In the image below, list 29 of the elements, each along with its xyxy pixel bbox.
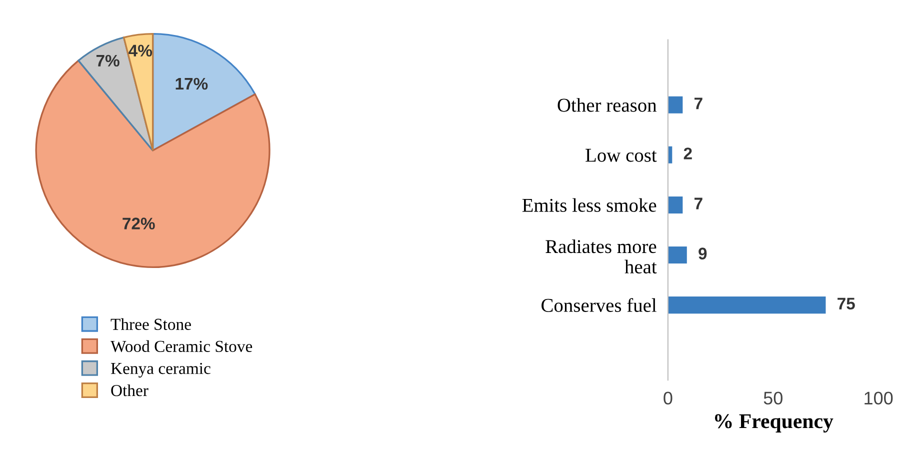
data-label: 9 xyxy=(698,248,707,260)
y-tick-label: Radiates more heat xyxy=(546,239,657,274)
bar xyxy=(668,246,687,264)
data-label: 2 xyxy=(684,148,692,160)
y-tick-label: Emits less smoke xyxy=(522,198,656,212)
data-label: 72% xyxy=(122,218,155,230)
pie-slice xyxy=(152,32,256,152)
legend-label: Kenya ceramic xyxy=(110,362,210,378)
x-tick-label: 0 xyxy=(664,392,672,404)
data-label: 7 xyxy=(694,98,702,110)
bar xyxy=(668,196,683,214)
x-tick-label: 50 xyxy=(764,392,782,404)
legend-label: Other xyxy=(111,384,148,396)
y-tick-label: Low cost xyxy=(586,148,657,162)
data-label: 75 xyxy=(838,298,855,310)
data-label: 7% xyxy=(96,54,120,67)
data-label: 17% xyxy=(176,78,208,90)
x-tick-label: 100 xyxy=(864,392,893,404)
x-axis-title: % Frequency xyxy=(714,414,834,433)
y-tick-label: Conserves fuel xyxy=(542,298,656,312)
legend-label: Three Stone xyxy=(110,318,191,330)
legend-label: Wood Ceramic Stove xyxy=(110,340,252,352)
pie-slice xyxy=(122,32,154,152)
data-label: 7 xyxy=(694,198,702,210)
y-tick-label: Other reason xyxy=(558,98,657,112)
bar xyxy=(668,96,683,114)
data-label: 4% xyxy=(128,44,152,57)
bar xyxy=(668,296,826,314)
pie-slice xyxy=(78,36,154,152)
